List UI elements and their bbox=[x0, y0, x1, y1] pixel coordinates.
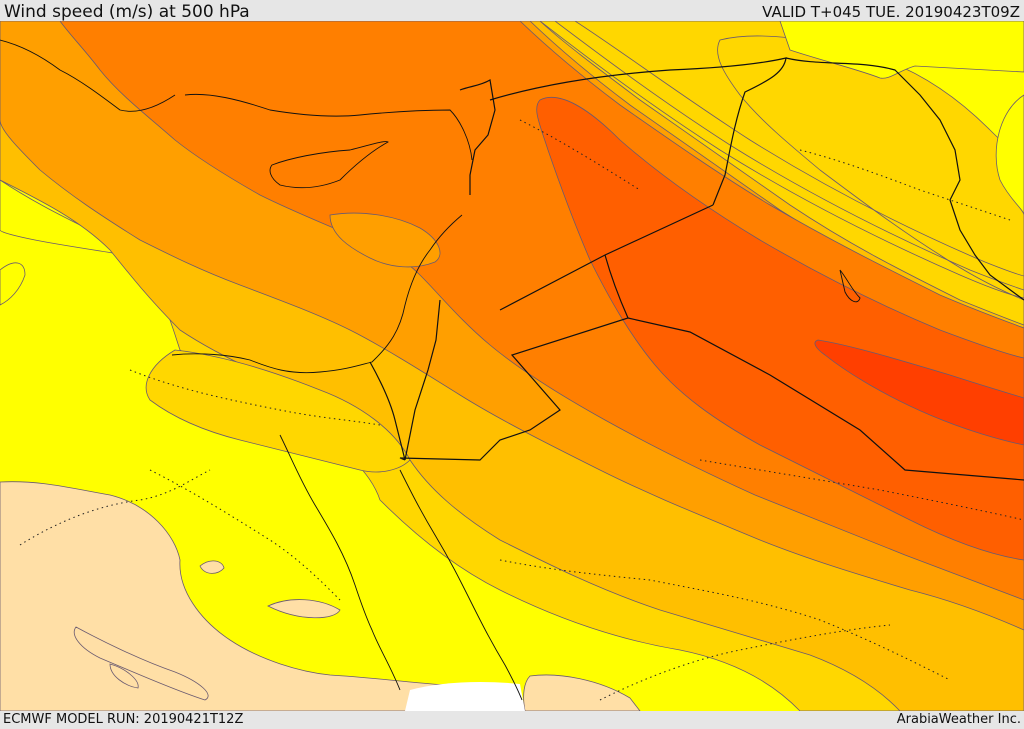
isotach-3 bbox=[574, 21, 1024, 277]
admin-line-3 bbox=[499, 559, 951, 681]
band-5-hole bbox=[329, 212, 441, 268]
band-2-left bbox=[0, 262, 26, 306]
band-1-south bbox=[523, 674, 641, 711]
border-egypt-israel bbox=[369, 361, 406, 461]
border-saudi-iraq bbox=[627, 317, 1024, 481]
border-syria-iraq bbox=[489, 57, 787, 206]
map-area[interactable] bbox=[0, 21, 1024, 711]
header-bar: Wind speed (m/s) at 500 hPa VALID T+045 … bbox=[0, 0, 1024, 21]
valid-time-label: VALID T+045 TUE. 20190423T09Z bbox=[762, 3, 1020, 21]
band-2-east-strip bbox=[995, 94, 1024, 216]
admin-line-2 bbox=[19, 469, 211, 546]
no-data-patch bbox=[405, 682, 525, 711]
band-1-strip bbox=[74, 626, 209, 701]
gulf-coast bbox=[839, 269, 861, 303]
admin-line-1 bbox=[129, 369, 381, 426]
turkey-south-coast bbox=[184, 93, 473, 161]
wind-speed-map bbox=[0, 21, 1024, 711]
border-iran-iraq bbox=[785, 57, 1024, 301]
border-saudi-jordan bbox=[399, 254, 629, 461]
red-sea-coast-west bbox=[279, 434, 401, 691]
red-sea-coast-east bbox=[399, 469, 523, 701]
aegean-coast bbox=[0, 39, 176, 112]
model-run-label: ECMWF MODEL RUN: 20190421T12Z bbox=[3, 712, 244, 727]
band-1-patch-a bbox=[109, 663, 139, 689]
footer-bar: ECMWF MODEL RUN: 20190421T12Z ArabiaWeat… bbox=[0, 711, 1024, 729]
band-3-sinai bbox=[145, 349, 411, 473]
map-title: Wind speed (m/s) at 500 hPa bbox=[4, 2, 250, 22]
admin-line-6 bbox=[799, 149, 1011, 221]
border-israel-jordan bbox=[404, 299, 441, 461]
mediterranean-coast bbox=[171, 214, 463, 374]
band-1-patch-c bbox=[199, 560, 225, 574]
isotach-2 bbox=[554, 21, 1024, 291]
border-turkey-syria bbox=[459, 79, 496, 195]
band-1-patch-b bbox=[267, 599, 341, 619]
isotach-1 bbox=[539, 21, 1024, 299]
cyprus-coast bbox=[269, 141, 389, 189]
band-8-core bbox=[814, 339, 1024, 446]
admin-line-5 bbox=[519, 119, 641, 191]
credit-label: ArabiaWeather Inc. bbox=[896, 712, 1021, 727]
